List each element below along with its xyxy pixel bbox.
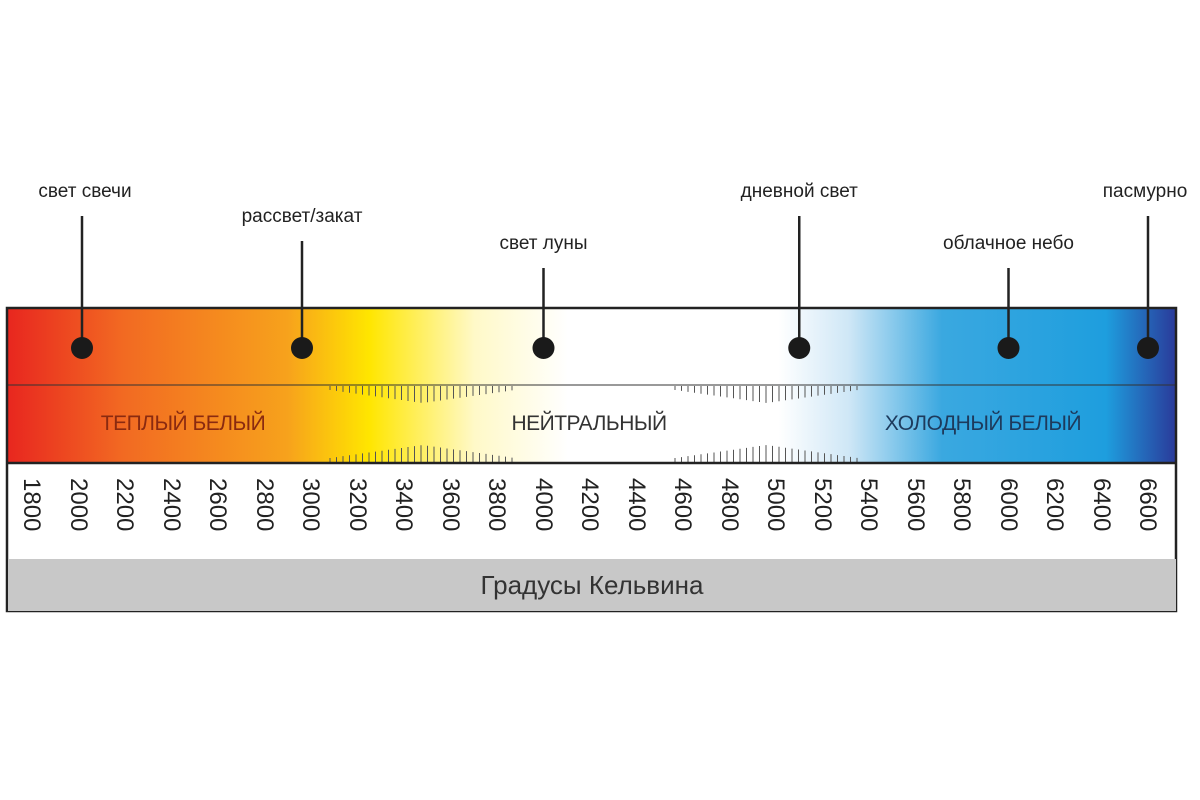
tick-label: 1800: [18, 478, 45, 532]
marker-dot: [788, 337, 811, 359]
tick-label: 2600: [204, 478, 231, 532]
marker-label: облачное небо: [943, 233, 1074, 254]
scale-frame: [5, 306, 1178, 613]
marker-label: свет луны: [499, 233, 588, 254]
tick-label: 4800: [715, 478, 743, 532]
tick-label: 5200: [808, 478, 836, 532]
tick-label: 2000: [64, 478, 92, 532]
marker-label: свет свечи: [38, 181, 132, 202]
tick-label: 2800: [250, 478, 278, 532]
tick-label: 3400: [390, 478, 417, 532]
marker-dot: [291, 337, 313, 359]
marker-dot: [71, 337, 93, 359]
zone-warm-white: ТЕПЛЫЙ БЕЛЫЙ: [100, 412, 266, 435]
zone-neutral: НЕЙТРАЛЬНЫЙ: [511, 412, 667, 435]
tick-label: 6400: [1087, 478, 1115, 532]
marker-dot: [532, 337, 555, 359]
tick-label: 3200: [343, 478, 371, 532]
tick-label: 5600: [901, 478, 929, 532]
tick-label: 4400: [622, 478, 650, 532]
tick-label: 4000: [529, 478, 557, 532]
hatch-marks: [329, 386, 858, 462]
tick-label: 4600: [669, 478, 696, 532]
tick-label: 3000: [297, 478, 324, 532]
zone-cool-white: ХОЛОДНЫЙ БЕЛЫЙ: [884, 412, 1082, 435]
tick-label: 5800: [948, 478, 975, 532]
tick-label: 2200: [111, 478, 138, 532]
marker-label: пасмурно: [1102, 181, 1188, 202]
tick-label: 4200: [576, 478, 603, 532]
tick-label: 6200: [1041, 478, 1068, 532]
marker-label: дневной свет: [740, 181, 858, 202]
marker-label: рассвет/закат: [241, 206, 363, 227]
tick-label: 3600: [436, 478, 464, 532]
tick-label: 6600: [1134, 478, 1161, 532]
marker-dot: [1137, 337, 1159, 359]
markers: [71, 216, 1159, 359]
tick-label: 5000: [762, 478, 789, 532]
axis-unit-label: Градусы Кельвина: [8, 559, 1176, 611]
tick-label: 3800: [483, 478, 510, 532]
marker-dot: [997, 337, 1020, 359]
tick-label: 6000: [994, 478, 1022, 532]
tick-label: 2400: [157, 478, 185, 532]
tick-label: 5400: [855, 478, 882, 532]
